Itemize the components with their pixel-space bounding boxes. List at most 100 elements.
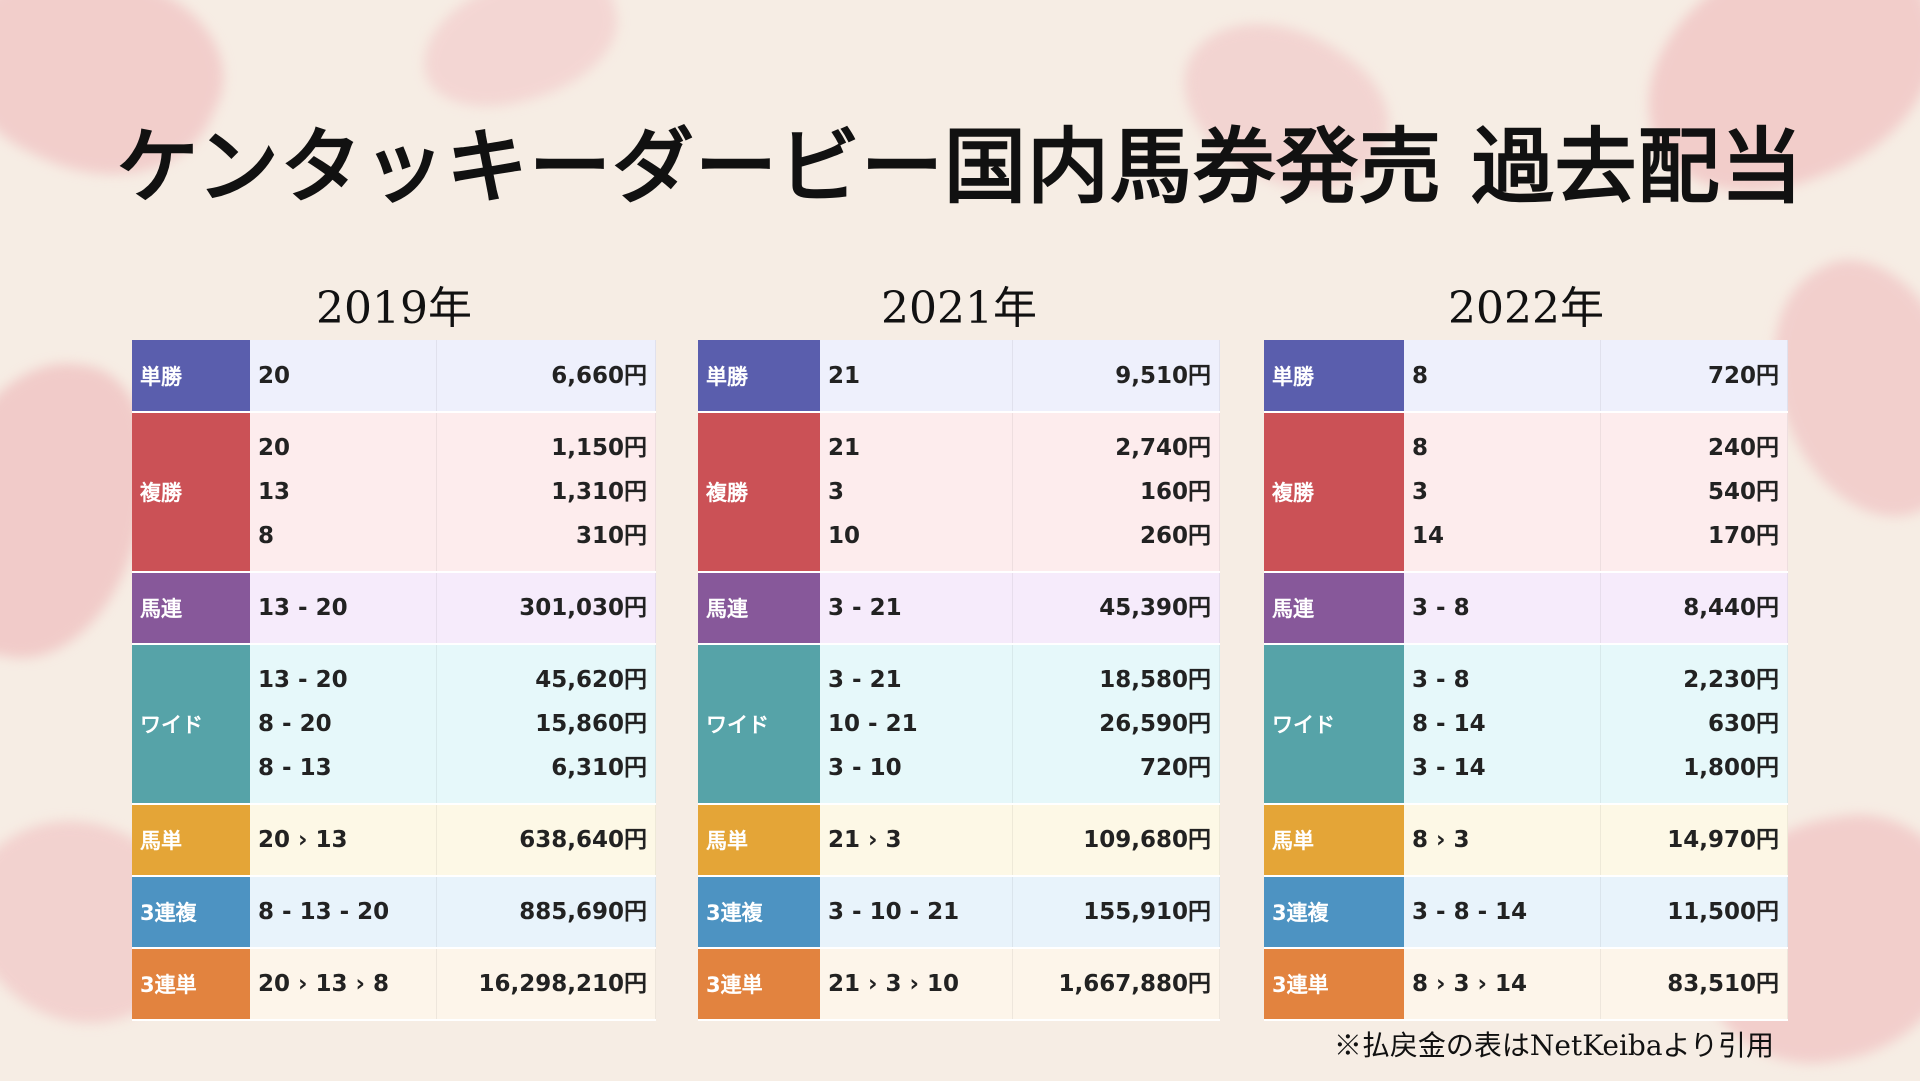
- payout-cell: 885,690円: [436, 876, 656, 948]
- payout-cell: 16,298,210円: [436, 948, 656, 1020]
- payout-amount: 45,390円: [1099, 595, 1211, 621]
- table-row: 馬単 8 › 3 14,970円: [1264, 804, 1788, 876]
- payout-cell: 155,910円: [1012, 876, 1220, 948]
- table-row: ワイド 13 - 20 8 - 20 8 - 13 45,620円 15,860円 6,31…: [132, 644, 656, 804]
- table-row: ワイド 3 - 21 10 - 21 3 - 10 18,580円 26,590円 720円: [698, 644, 1220, 804]
- combination-cell: 20 › 13 › 8: [250, 948, 437, 1020]
- horse-combination: 20 › 13: [258, 827, 348, 853]
- payout-amount: 18,580円: [1099, 667, 1211, 693]
- bet-type-label: ワイド: [698, 644, 820, 804]
- payout-amount: 6,660円: [551, 362, 647, 389]
- combination-cell: 3 - 8 8 - 14 3 - 14: [1404, 644, 1601, 804]
- payout-cell: 14,970円: [1600, 804, 1788, 876]
- source-note: ※払戻金の表はNetKeibaより引用: [1333, 1029, 1774, 1062]
- payout-cell: 2,230円 630円 1,800円: [1600, 644, 1788, 804]
- combination-cell: 8 3 14: [1404, 412, 1601, 572]
- payout-amount: 310円: [575, 523, 647, 549]
- bet-type-label: 馬単: [1264, 804, 1404, 876]
- horse-combination: 8: [258, 523, 275, 549]
- combination-cell: 20 13 8: [250, 412, 437, 572]
- payout-amount: 1,667,880円: [1058, 971, 1212, 997]
- table-row: 複勝 8 3 14 240円 540円 170円: [1264, 412, 1788, 572]
- horse-combination: 20: [258, 435, 291, 461]
- combination-cell: 21 › 3 › 10: [820, 948, 1013, 1020]
- year-heading: 2022年: [1448, 283, 1604, 334]
- payout-amount: 260円: [1139, 523, 1211, 549]
- bet-type-label: ワイド: [1264, 644, 1404, 804]
- combination-cell: 3 - 21 10 - 21 3 - 10: [820, 644, 1013, 804]
- year-heading: 2021年: [881, 283, 1037, 334]
- bet-type-label: 馬単: [132, 804, 250, 876]
- bet-type-label: 単勝: [132, 340, 250, 412]
- combination-cell: 3 - 21: [820, 572, 1013, 644]
- horse-combination: 3 - 10 - 21: [828, 899, 960, 925]
- payout-amount: 9,510円: [1115, 362, 1211, 389]
- combination-cell: 21: [820, 340, 1013, 412]
- payout-cell: 109,680円: [1012, 804, 1220, 876]
- horse-combination: 10 - 21: [828, 711, 918, 737]
- payout-amount: 630円: [1707, 711, 1779, 737]
- bet-type-label: ワイド: [132, 644, 250, 804]
- combination-cell: 20: [250, 340, 437, 412]
- bet-type-label: 複勝: [1264, 412, 1404, 572]
- horse-combination: 3 - 8 - 14: [1412, 899, 1528, 925]
- payout-cell: 45,620円 15,860円 6,310円: [436, 644, 656, 804]
- payout-cell: 8,440円: [1600, 572, 1788, 644]
- payout-amount: 155,910円: [1083, 899, 1211, 925]
- bet-type-label: 馬連: [132, 572, 250, 644]
- payout-cell: 18,580円 26,590円 720円: [1012, 644, 1220, 804]
- payout-amount: 16,298,210円: [478, 971, 647, 997]
- horse-combination: 13: [258, 479, 291, 505]
- payout-amount: 2,230円: [1683, 667, 1779, 693]
- page-title: ケンタッキーダービー国内馬券発売 過去配当: [116, 119, 1804, 215]
- bet-type-label: 3連複: [698, 876, 820, 948]
- combination-cell: 13 - 20: [250, 572, 437, 644]
- payout-amount: 540円: [1707, 479, 1779, 505]
- payout-amount: 170円: [1707, 523, 1779, 549]
- combination-cell: 8: [1404, 340, 1601, 412]
- bet-type-label: 3連複: [1264, 876, 1404, 948]
- payout-amount: 14,970円: [1667, 827, 1779, 853]
- table-row: 3連複 3 - 8 - 14 11,500円: [1264, 876, 1788, 948]
- horse-combination: 3 - 10: [828, 755, 902, 781]
- table-row: ワイド 3 - 8 8 - 14 3 - 14 2,230円 630円 1,800円: [1264, 644, 1788, 804]
- payout-cell: 11,500円: [1600, 876, 1788, 948]
- payout-amount: 160円: [1139, 479, 1211, 505]
- horse-combination: 3 - 8: [1412, 667, 1470, 693]
- bet-type-label: 複勝: [698, 412, 820, 572]
- table-row: 単勝 21 9,510円: [698, 340, 1220, 412]
- bet-type-label: 複勝: [132, 412, 250, 572]
- bet-type-label: 単勝: [1264, 340, 1404, 412]
- bet-type-label: 馬連: [1264, 572, 1404, 644]
- table-row: 馬連 3 - 8 8,440円: [1264, 572, 1788, 644]
- horse-combination: 13 - 20: [258, 595, 348, 621]
- horse-combination: 21: [828, 362, 861, 389]
- bet-type-label: 3連単: [698, 948, 820, 1020]
- payout-amount: 301,030円: [519, 595, 647, 621]
- payout-amount: 6,310円: [551, 755, 647, 781]
- table-row: 馬単 20 › 13 638,640円: [132, 804, 656, 876]
- payout-amount: 26,590円: [1099, 711, 1211, 737]
- payout-amount: 1,800円: [1683, 755, 1779, 781]
- table-row: 単勝 20 6,660円: [132, 340, 656, 412]
- payout-amount: 83,510円: [1667, 971, 1779, 997]
- table-row: 複勝 20 13 8 1,150円 1,310円 310円: [132, 412, 656, 572]
- table-row: 馬連 3 - 21 45,390円: [698, 572, 1220, 644]
- horse-combination: 3 - 21: [828, 667, 902, 693]
- payout-amount: 720円: [1139, 755, 1211, 781]
- horse-combination: 20 › 13 › 8: [258, 971, 390, 997]
- horse-combination: 21: [828, 435, 861, 461]
- table-row: 単勝 8 720円: [1264, 340, 1788, 412]
- year-heading: 2019年: [316, 283, 472, 334]
- horse-combination: 3 - 14: [1412, 755, 1486, 781]
- payout-cell: 45,390円: [1012, 572, 1220, 644]
- combination-cell: 3 - 8 - 14: [1404, 876, 1601, 948]
- payout-table-2022: 単勝 8 720円 複勝 8 3 14 240円 540円 170円 馬連 3 - 8 8,440円 ワイ…: [1264, 340, 1788, 1021]
- payout-amount: 11,500円: [1667, 899, 1779, 925]
- horse-combination: 10: [828, 523, 861, 549]
- horse-combination: 8 - 20: [258, 711, 332, 737]
- payout-amount: 1,150円: [551, 435, 647, 461]
- payout-cell: 6,660円: [436, 340, 656, 412]
- payout-amount: 2,740円: [1115, 435, 1211, 461]
- horse-combination: 3: [1412, 479, 1429, 505]
